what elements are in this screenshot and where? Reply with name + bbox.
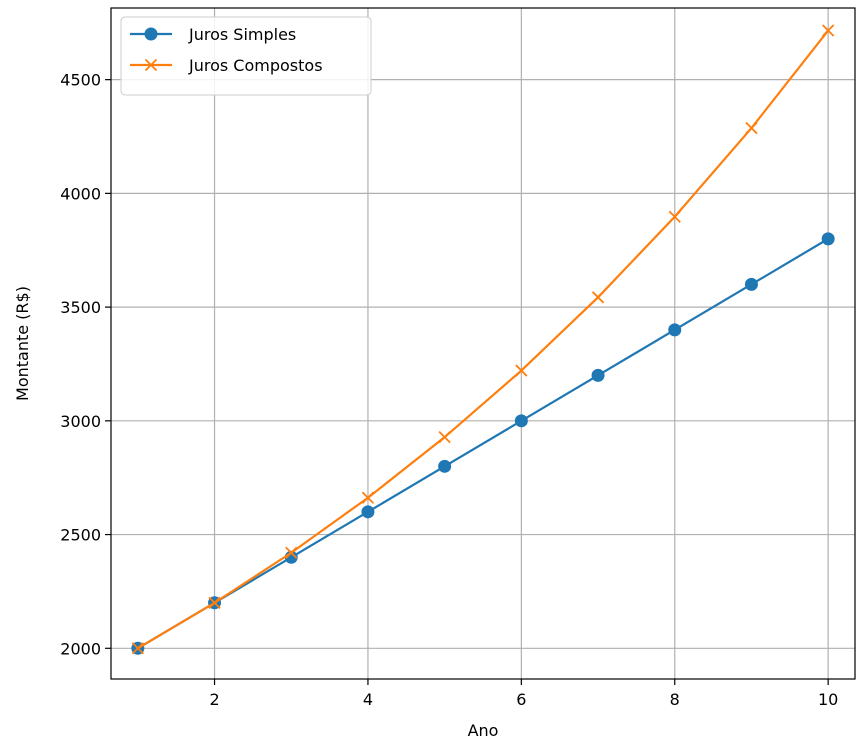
x-marker-stroke (285, 546, 298, 559)
x-marker-stroke (144, 58, 158, 72)
data-point (744, 277, 758, 291)
data-point (285, 546, 298, 559)
x-marker-stroke (438, 431, 451, 444)
legend-item: Juros Simples (130, 25, 296, 44)
legend: Juros Simples Juros Compostos (120, 16, 372, 96)
data-point (745, 121, 758, 135)
x-marker-stroke (822, 24, 835, 37)
legend-marker (144, 27, 158, 41)
legend-box (120, 16, 372, 96)
x-marker-stroke (515, 364, 528, 377)
x-marker-stroke (591, 291, 605, 304)
legend-label: Juros Simples (188, 25, 296, 44)
axis-ticks: 2 4 6 8 10 2000 2500 3000 3500 4000 4500 (60, 71, 838, 709)
data-point (515, 364, 528, 377)
data-point (438, 431, 451, 444)
series-line (137, 237, 829, 650)
x-axis-label: Ano (468, 721, 499, 740)
x-marker-stroke (131, 642, 144, 655)
legend-marker (144, 58, 158, 72)
y-tick-label: 4500 (60, 71, 101, 90)
data-point (668, 210, 681, 223)
data-point (514, 414, 528, 428)
data-point (822, 24, 835, 37)
data-point (208, 596, 221, 609)
x-tick-label: 6 (516, 690, 526, 709)
series-layer (131, 24, 835, 655)
data-point (821, 232, 835, 246)
data-point (668, 323, 682, 337)
data-point (591, 291, 605, 304)
x-marker-stroke (208, 596, 221, 609)
y-tick-label: 2500 (60, 526, 101, 545)
x-tick-label: 2 (209, 690, 219, 709)
y-tick-label: 4000 (60, 184, 101, 203)
x-tick-label: 10 (818, 690, 838, 709)
x-tick-label: 4 (363, 690, 373, 709)
series-line (137, 29, 830, 650)
y-tick-label: 3000 (60, 412, 101, 431)
x-marker-stroke (745, 121, 758, 135)
data-point (438, 459, 452, 473)
data-point (361, 505, 375, 519)
x-tick-label: 8 (670, 690, 680, 709)
data-point (591, 368, 605, 382)
data-point (361, 491, 375, 504)
plot-frame (110, 7, 856, 680)
legend-item: Juros Compostos (130, 56, 323, 75)
x-marker-stroke (668, 210, 681, 223)
x-marker-stroke (361, 491, 375, 504)
y-axis-label: Montante (R$) (13, 286, 32, 401)
series-2 (131, 24, 835, 655)
y-tick-label: 3500 (60, 298, 101, 317)
legend-label: Juros Compostos (188, 56, 323, 75)
data-point (131, 642, 144, 655)
y-tick-label: 2000 (60, 639, 101, 658)
